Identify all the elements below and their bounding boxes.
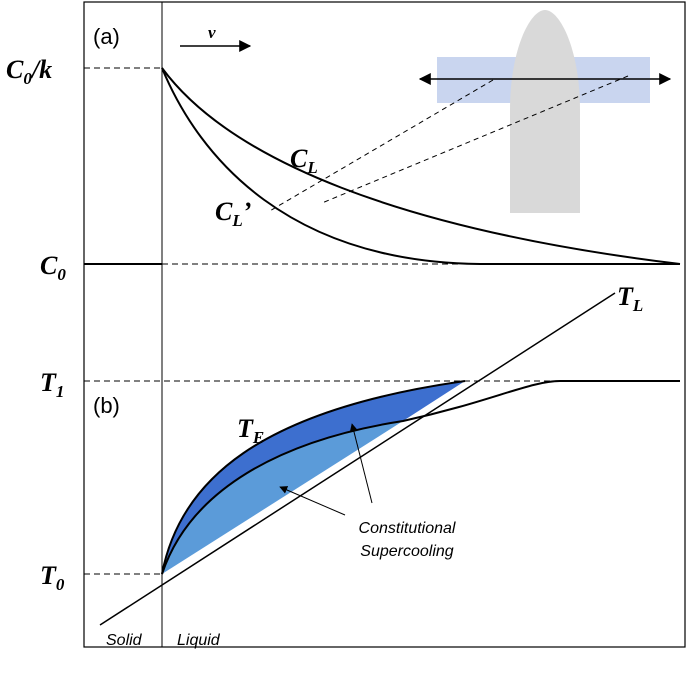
label-suffix: /k xyxy=(30,55,52,84)
liquid-label: Liquid xyxy=(177,632,221,649)
label-sub: L xyxy=(306,158,317,177)
cl-prime-label: CL’ xyxy=(215,197,251,230)
c0-label: C0 xyxy=(40,251,66,284)
annotation-line: Constitutional xyxy=(359,520,456,537)
label-base: C xyxy=(290,144,308,173)
label-base: T xyxy=(617,282,634,311)
label-base: C xyxy=(215,197,233,226)
velocity-label: v xyxy=(208,23,216,42)
label-suffix: ’ xyxy=(243,197,252,226)
annotation-line: Supercooling xyxy=(360,543,454,560)
c0k-label: C0/k xyxy=(6,55,52,88)
label-base: T xyxy=(40,368,57,397)
label-base: T xyxy=(40,561,57,590)
solid-label: Solid xyxy=(106,632,143,649)
tl-line xyxy=(100,293,615,625)
label-sub: 0 xyxy=(57,265,66,284)
panel-label: (a) xyxy=(93,24,120,49)
label-sub: L xyxy=(231,211,242,230)
label-sub: 0 xyxy=(56,575,65,594)
te-label: TE xyxy=(237,414,264,447)
label-base: T xyxy=(237,414,254,443)
cl-label: CL xyxy=(290,144,318,177)
figure: (a) v C0/k C0 CL CL’ (b) TL T1 TE T0 Con… xyxy=(0,0,689,675)
label-sub: L xyxy=(632,296,643,315)
dendrite-tip xyxy=(510,10,580,213)
t0-label: T0 xyxy=(40,561,65,594)
tl-label: TL xyxy=(617,282,643,315)
label-base: C xyxy=(40,251,58,280)
panel-label: (b) xyxy=(93,393,120,418)
label-base: C xyxy=(6,55,24,84)
label-sub: 1 xyxy=(56,382,65,401)
annotation-arrow xyxy=(280,487,345,515)
label-sub: E xyxy=(252,428,264,447)
t1-label: T1 xyxy=(40,368,64,401)
